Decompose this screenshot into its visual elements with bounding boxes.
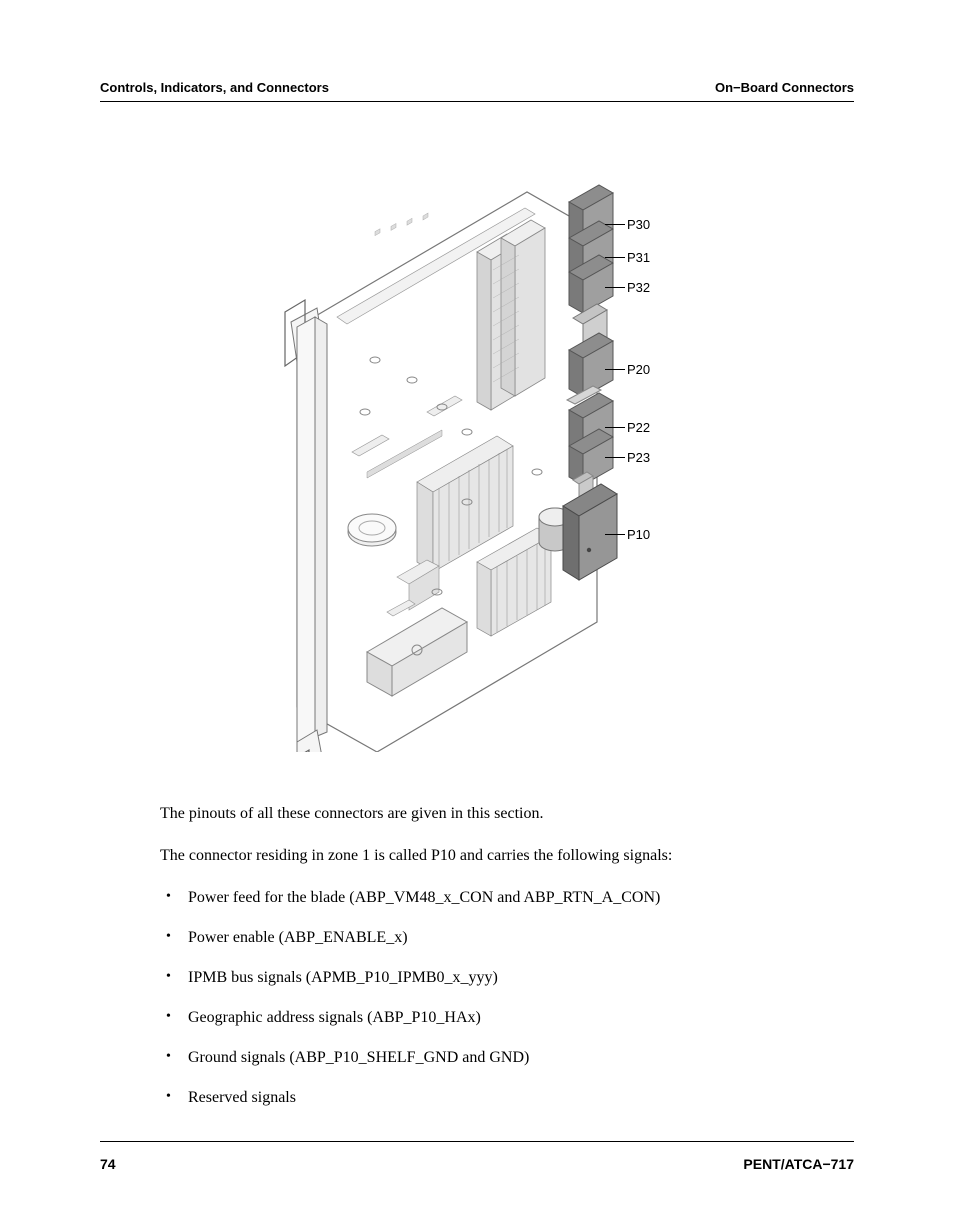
connector-label-p32: P32 [627, 280, 650, 295]
board-diagram: P30 P31 P32 P20 P22 P23 P10 [267, 152, 687, 752]
lead-line [605, 224, 625, 225]
lead-line [605, 457, 625, 458]
signal-list: Power feed for the blade (ABP_VM48_x_CON… [160, 886, 854, 1110]
circuit-board-svg [267, 152, 687, 752]
header-right: On−Board Connectors [715, 80, 854, 95]
lead-line [605, 534, 625, 535]
body-text: The pinouts of all these connectors are … [160, 802, 854, 1110]
connector-label-p20: P20 [627, 362, 650, 377]
lead-line [605, 427, 625, 428]
list-item: IPMB bus signals (APMB_P10_IPMB0_x_yyy) [160, 966, 854, 990]
page-header: Controls, Indicators, and Connectors On−… [100, 80, 854, 102]
paragraph-1: The pinouts of all these connectors are … [160, 802, 854, 826]
connector-label-p31: P31 [627, 250, 650, 265]
paragraph-2: The connector residing in zone 1 is call… [160, 844, 854, 868]
page-container: Controls, Indicators, and Connectors On−… [0, 0, 954, 1232]
connector-label-p10: P10 [627, 527, 650, 542]
doc-id: PENT/ATCA−717 [743, 1156, 854, 1172]
connector-label-p30: P30 [627, 217, 650, 232]
list-item: Geographic address signals (ABP_P10_HAx) [160, 1006, 854, 1030]
page-footer: 74 PENT/ATCA−717 [100, 1141, 854, 1172]
list-item: Ground signals (ABP_P10_SHELF_GND and GN… [160, 1046, 854, 1070]
list-item: Power enable (ABP_ENABLE_x) [160, 926, 854, 950]
list-item: Reserved signals [160, 1086, 854, 1110]
list-item: Power feed for the blade (ABP_VM48_x_CON… [160, 886, 854, 910]
lead-line [605, 369, 625, 370]
header-left: Controls, Indicators, and Connectors [100, 80, 329, 95]
page-number: 74 [100, 1156, 116, 1172]
lead-line [605, 257, 625, 258]
connector-label-p23: P23 [627, 450, 650, 465]
lead-line [605, 287, 625, 288]
connector-label-p22: P22 [627, 420, 650, 435]
